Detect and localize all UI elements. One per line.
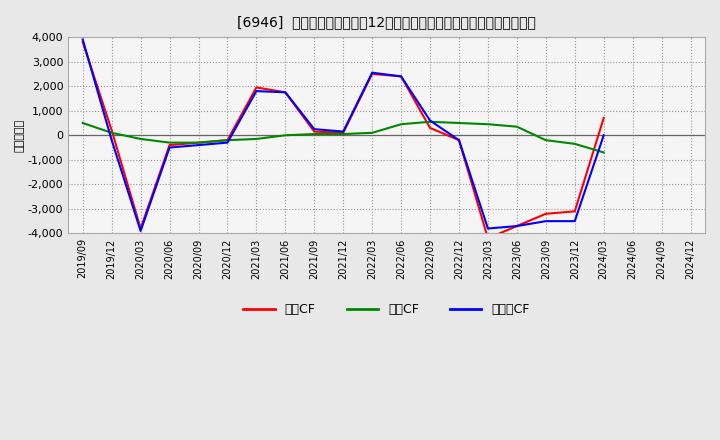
Y-axis label: （百万円）: （百万円） xyxy=(15,119,25,152)
投資CF xyxy=(541,138,550,143)
営業CF xyxy=(136,226,145,231)
投資CF xyxy=(513,124,521,129)
投資CF xyxy=(223,138,232,143)
営業CF xyxy=(339,130,348,136)
フリーCF xyxy=(136,228,145,234)
営業CF xyxy=(454,138,463,143)
営業CF xyxy=(484,236,492,241)
フリーCF xyxy=(310,126,318,132)
投資CF xyxy=(136,136,145,142)
フリーCF xyxy=(513,224,521,229)
Line: 投資CF: 投資CF xyxy=(83,122,603,152)
投資CF xyxy=(252,136,261,142)
投資CF xyxy=(426,119,434,125)
営業CF xyxy=(541,211,550,216)
フリーCF xyxy=(368,70,377,75)
営業CF xyxy=(599,115,608,121)
Line: 営業CF: 営業CF xyxy=(83,42,603,238)
営業CF xyxy=(513,224,521,229)
フリーCF xyxy=(223,140,232,145)
投資CF xyxy=(454,121,463,126)
Line: フリーCF: フリーCF xyxy=(83,40,603,231)
フリーCF xyxy=(78,37,87,42)
フリーCF xyxy=(339,129,348,134)
営業CF xyxy=(570,209,579,214)
投資CF xyxy=(194,140,203,145)
投資CF xyxy=(310,132,318,137)
フリーCF xyxy=(484,226,492,231)
Title: [6946]  キャッシュフローの12か月移動合計の対前年同期増減額の推移: [6946] キャッシュフローの12か月移動合計の対前年同期増減額の推移 xyxy=(237,15,536,29)
営業CF xyxy=(310,129,318,134)
フリーCF xyxy=(194,143,203,148)
投資CF xyxy=(107,130,116,136)
フリーCF xyxy=(570,219,579,224)
Legend: 営業CF, 投資CF, フリーCF: 営業CF, 投資CF, フリーCF xyxy=(238,298,535,321)
投資CF xyxy=(166,140,174,145)
フリーCF xyxy=(281,90,289,95)
営業CF xyxy=(166,143,174,148)
営業CF xyxy=(252,85,261,90)
投資CF xyxy=(368,130,377,136)
営業CF xyxy=(397,74,405,79)
営業CF xyxy=(194,140,203,145)
投資CF xyxy=(484,121,492,127)
営業CF xyxy=(78,39,87,44)
営業CF xyxy=(223,138,232,143)
フリーCF xyxy=(166,145,174,150)
フリーCF xyxy=(397,74,405,79)
投資CF xyxy=(397,121,405,127)
投資CF xyxy=(599,150,608,155)
営業CF xyxy=(107,128,116,133)
投資CF xyxy=(281,132,289,138)
投資CF xyxy=(570,141,579,147)
フリーCF xyxy=(599,132,608,138)
フリーCF xyxy=(107,138,116,143)
投資CF xyxy=(339,132,348,137)
フリーCF xyxy=(541,219,550,224)
投資CF xyxy=(78,121,87,126)
フリーCF xyxy=(252,88,261,94)
フリーCF xyxy=(454,138,463,143)
営業CF xyxy=(281,90,289,95)
フリーCF xyxy=(426,118,434,123)
営業CF xyxy=(368,71,377,77)
営業CF xyxy=(426,125,434,131)
